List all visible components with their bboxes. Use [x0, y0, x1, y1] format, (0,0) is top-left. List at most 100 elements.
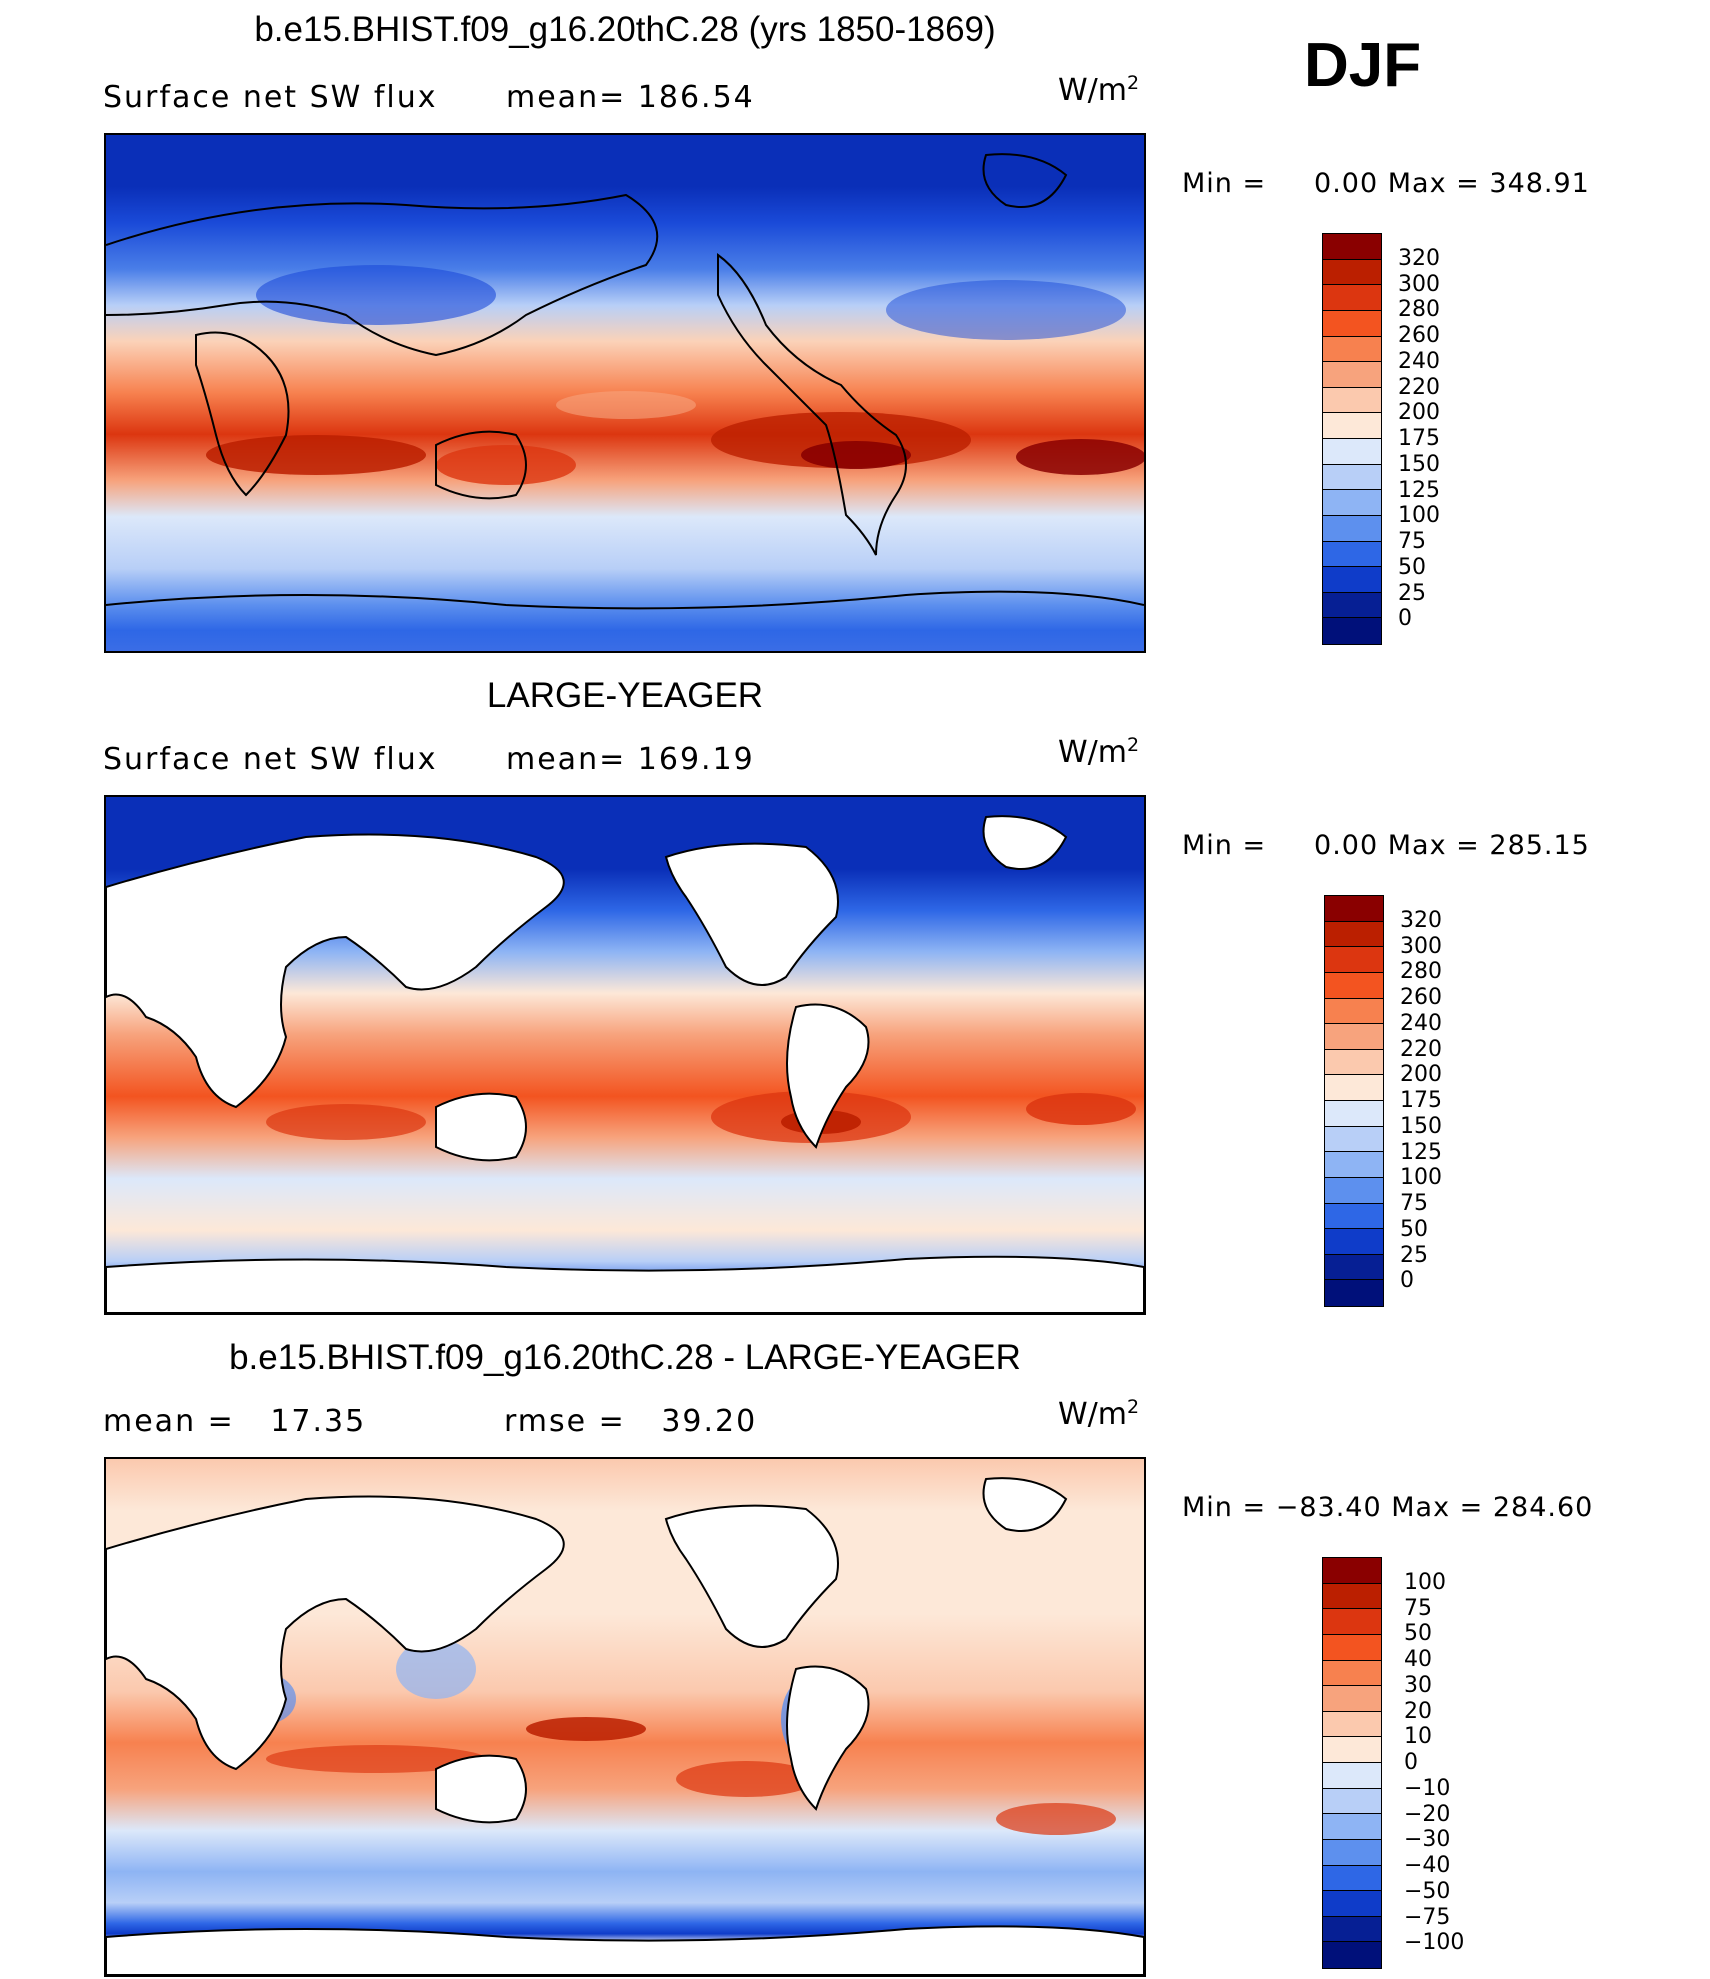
colorbar-level-label: 25 — [1398, 580, 1426, 606]
panel3-colorbar-labels: 100 75 50 40 30 20 10 0 −10 −20 −30 −40 −50 −75 −100 — [1404, 1557, 1524, 1969]
panel2-minmax: Min = 0.00 Max = 285.15 — [1182, 830, 1590, 861]
colorbar-swatch — [1325, 1049, 1383, 1076]
colorbar-swatch — [1323, 362, 1381, 388]
colorbar-swatch — [1325, 1177, 1383, 1204]
coast-americas — [717, 253, 907, 556]
land-eurasia-africa — [106, 1495, 565, 1771]
colorbar-level-label: 50 — [1400, 1216, 1428, 1242]
colorbar-level-label: 320 — [1398, 245, 1440, 271]
colorbar-level-label: 300 — [1398, 271, 1440, 297]
colorbar-level-label: 0 — [1400, 1268, 1414, 1294]
colorbar-level-label: −10 — [1404, 1775, 1451, 1801]
panel3-rmse-label: rmse = — [504, 1404, 626, 1439]
colorbar-swatch — [1323, 1711, 1381, 1738]
colorbar-swatch — [1323, 1839, 1381, 1866]
panel3-mean-text: mean = 17.35 — [103, 1404, 366, 1439]
colorbar-swatch — [1323, 1634, 1381, 1661]
colorbar-level-label: 75 — [1404, 1595, 1432, 1621]
season-label: DJF — [1304, 31, 1422, 100]
panel3-title: b.e15.BHIST.f09_g16.20thC.28 - LARGE-YEA… — [229, 1338, 1021, 1377]
colorbar-level-label: −30 — [1404, 1827, 1451, 1853]
land-australia — [435, 1092, 527, 1162]
colorbar-swatch — [1323, 490, 1381, 516]
colorbar-swatch — [1325, 1101, 1383, 1127]
panel3-mean-label: mean = — [103, 1404, 235, 1439]
colorbar-level-label: 220 — [1398, 374, 1440, 400]
colorbar-level-label: 50 — [1398, 554, 1426, 580]
colorbar-level-label: −20 — [1404, 1801, 1451, 1827]
colorbar-swatch — [1325, 1024, 1383, 1050]
colorbar-swatch — [1325, 998, 1383, 1025]
colorbar-level-label: 125 — [1398, 477, 1440, 503]
colorbar-swatch — [1323, 1660, 1381, 1687]
coast-antarctica — [106, 590, 1144, 610]
colorbar-swatch — [1325, 921, 1383, 948]
colorbar-level-label: 0 — [1404, 1750, 1418, 1775]
colorbar-level-label: 75 — [1400, 1191, 1428, 1216]
colorbar-swatch — [1323, 1583, 1381, 1610]
colorbar-level-label: −40 — [1404, 1853, 1451, 1878]
colorbar-swatch — [1323, 1916, 1381, 1943]
panel1-mean-label: mean= — [506, 80, 627, 115]
colorbar-level-label: 200 — [1398, 400, 1440, 426]
panel3-map — [104, 1457, 1146, 1977]
panel1-map — [104, 133, 1146, 653]
colorbar-swatch — [1323, 592, 1381, 619]
coast-eurasia — [106, 193, 659, 357]
colorbar-swatch — [1325, 947, 1383, 973]
colorbar-level-label: 40 — [1404, 1647, 1432, 1672]
colorbar-swatch — [1323, 439, 1381, 465]
colorbar-level-label: 220 — [1400, 1036, 1442, 1062]
colorbar-level-label: 280 — [1400, 959, 1442, 985]
colorbar-swatch — [1325, 1254, 1383, 1281]
colorbar-level-label: 150 — [1400, 1113, 1442, 1139]
panel1-colorbar — [1322, 233, 1382, 645]
colorbar-level-label: 125 — [1400, 1139, 1442, 1165]
colorbar-swatch — [1325, 1126, 1383, 1153]
colorbar-swatch — [1323, 310, 1381, 337]
colorbar-swatch — [1323, 1788, 1381, 1815]
panel2-variable-label: Surface net SW flux — [103, 742, 438, 777]
colorbar-level-label: 240 — [1398, 348, 1440, 374]
colorbar-swatch — [1325, 896, 1383, 922]
panel1-variable-label: Surface net SW flux — [103, 80, 438, 115]
panel2-units: W/m2 — [1058, 734, 1140, 770]
colorbar-swatch — [1323, 1942, 1381, 1968]
colorbar-swatch — [1325, 1203, 1383, 1230]
colorbar-swatch — [1323, 515, 1381, 542]
colorbar-level-label: 50 — [1404, 1621, 1432, 1647]
panel1-mean-value: 186.54 — [637, 80, 755, 115]
panel2-colorbar-labels: 320 300 280 260 240 220 200 175 150 125 100 75 50 25 0 — [1400, 895, 1520, 1307]
colorbar-swatch — [1323, 1686, 1381, 1712]
colorbar-swatch — [1323, 1558, 1381, 1584]
colorbar-level-label: 10 — [1404, 1724, 1432, 1750]
colorbar-swatch — [1323, 234, 1381, 260]
panel1-minmax: Min = 0.00 Max = 348.91 — [1182, 168, 1590, 199]
colorbar-level-label: 150 — [1398, 451, 1440, 477]
colorbar-swatch — [1323, 1865, 1381, 1892]
coast-greenland — [982, 153, 1068, 208]
colorbar-level-label: 260 — [1398, 323, 1440, 348]
colorbar-level-label: 20 — [1404, 1698, 1432, 1724]
colorbar-level-label: 100 — [1398, 503, 1440, 529]
colorbar-swatch — [1323, 541, 1381, 568]
colorbar-swatch — [1323, 1814, 1381, 1840]
panel2-map-field — [106, 797, 1144, 1313]
colorbar-level-label: 320 — [1400, 907, 1442, 933]
colorbar-level-label: 25 — [1400, 1242, 1428, 1268]
colorbar-level-label: 175 — [1398, 426, 1440, 451]
panel3-rmse-value: 39.20 — [661, 1404, 758, 1439]
colorbar-swatch — [1323, 1737, 1381, 1763]
panel3-map-field — [106, 1459, 1144, 1975]
panel2-map — [104, 795, 1146, 1315]
panel3-colorbar — [1322, 1557, 1382, 1969]
panel2-title: LARGE-YEAGER — [486, 676, 764, 715]
colorbar-swatch — [1323, 464, 1381, 491]
coast-africa — [195, 331, 290, 497]
colorbar-level-label: −75 — [1404, 1904, 1451, 1930]
colorbar-swatch — [1323, 413, 1381, 439]
colorbar-level-label: −100 — [1404, 1930, 1465, 1956]
colorbar-level-label: 175 — [1400, 1088, 1442, 1113]
panel3-units: W/m2 — [1058, 1396, 1140, 1432]
land-south-america — [786, 1003, 870, 1149]
